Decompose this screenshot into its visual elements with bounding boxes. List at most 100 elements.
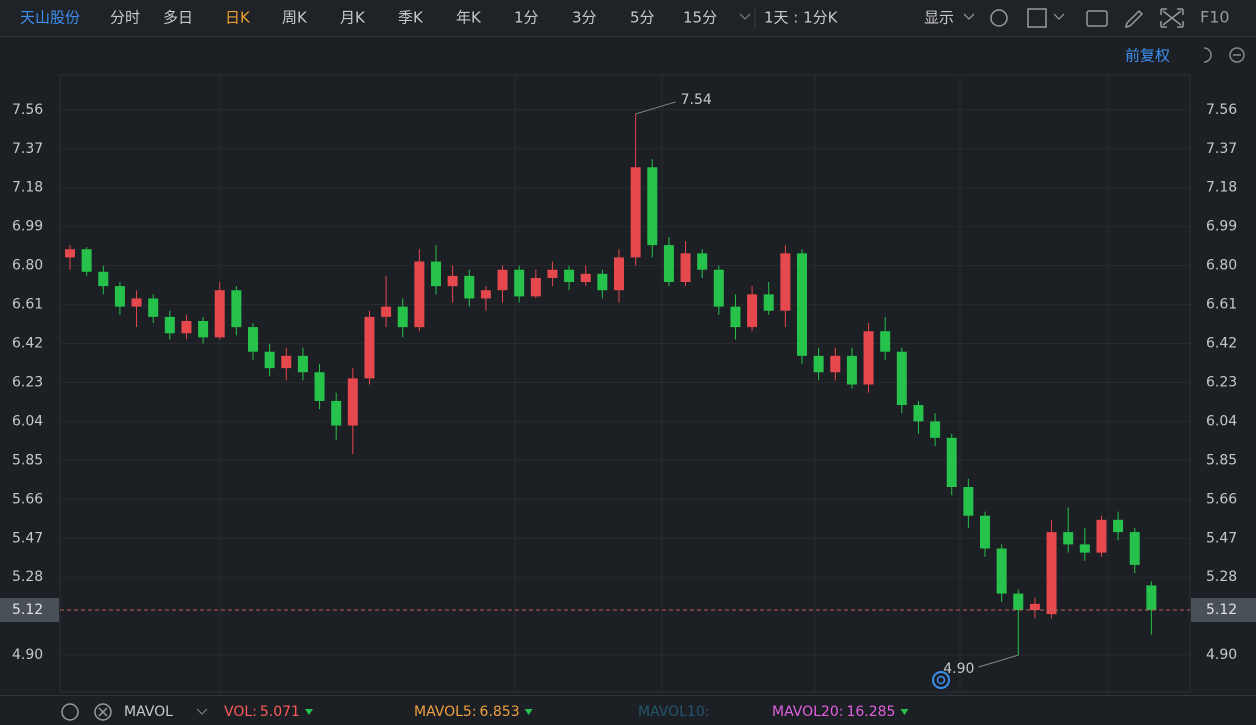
locate-icon[interactable] [932,671,950,689]
candle-body [414,261,425,328]
period-tab[interactable]: 季K [398,9,424,27]
candle-body [880,331,891,352]
y2-tick-label: 6.99 [1206,219,1237,235]
candle-body [1113,519,1124,533]
time-grid [219,75,1109,692]
y2-tick-label: 7.56 [1206,102,1237,118]
checkbox-icon[interactable] [1027,8,1047,28]
y2-tick-label: 7.37 [1206,141,1237,157]
candle-body [797,253,807,356]
chevron[interactable] [963,13,975,20]
y-tick-label: 5.66 [12,491,43,507]
candle-body [397,306,408,328]
candle-body [813,355,824,373]
current-price-tag [1191,598,1256,623]
candle-body [1079,544,1090,553]
period-tab[interactable]: 周K [282,9,308,27]
indicator-label: MAVOL10: [638,704,709,720]
camera-icon[interactable] [1086,10,1108,27]
current-price-label: 5.12 [1206,602,1237,618]
y-tick-label: 4.90 [12,647,43,663]
pen-icon[interactable] [1124,9,1144,29]
max-annotation: 7.54 [681,92,712,108]
f10-button[interactable]: F10 [1200,8,1230,27]
candle-body [1013,593,1024,611]
candle-body [963,487,974,516]
period-tab[interactable]: 多日 [163,9,193,27]
trend-arrow [304,709,313,715]
candle-body [946,437,957,488]
indicator-settings-icon[interactable] [61,703,79,721]
annotation-leader [978,654,1019,668]
display-menu[interactable]: 显示 [924,9,954,27]
y2-tick-label: 6.80 [1206,258,1237,274]
period-tab[interactable]: 15分 [683,9,717,27]
candle-body [331,400,342,426]
y2-tick-label: 5.28 [1206,569,1237,585]
indicator-name: MAVOL20: [772,704,843,720]
stock-name[interactable]: 天山股份 [20,9,80,27]
plot-frame [59,74,1191,693]
period-tab[interactable]: 日K [225,9,251,27]
candle-body [564,269,575,283]
candle-body [114,286,125,307]
y2-tick-label: 7.18 [1206,180,1237,196]
candle-body [614,257,624,291]
current-price-tag [0,598,59,623]
period-tab[interactable]: 3分 [572,9,597,27]
candle-body [980,515,990,549]
fullscreen-icon[interactable] [1160,8,1184,28]
indicator-value: 6.853 [480,704,520,720]
chevron[interactable] [196,708,208,715]
trend-arrow [900,709,909,715]
y-tick-label: 6.23 [12,374,43,390]
candle-body [846,355,857,385]
indicator-close-icon[interactable] [98,707,108,717]
indicator-name[interactable]: MAVOL [124,704,173,720]
candle-body [996,548,1007,594]
locate-icon[interactable] [936,675,946,685]
y-tick-label: 6.99 [12,219,43,235]
reset-icon[interactable] [1203,47,1212,63]
candle-body [730,306,741,328]
y-tick-label: 6.04 [12,413,43,429]
y-tick-label: 6.42 [12,336,43,352]
zoom-out-icon[interactable] [1229,47,1245,63]
chevron[interactable] [1053,13,1065,20]
adjust-mode[interactable]: 前复权 [1125,47,1170,65]
period-tab[interactable]: 年K [456,9,482,27]
candle-body [231,290,242,328]
candle-body [913,405,924,422]
period-tab[interactable]: 分时 [110,9,140,27]
candle-body [896,351,907,406]
y-tick-label: 5.85 [12,452,43,468]
chevron[interactable] [739,13,751,20]
y-tick-label: 6.80 [12,258,43,274]
candle-body [65,249,75,258]
candle-body [580,273,591,283]
candle-body [464,275,475,299]
y2-tick-label: 5.47 [1206,530,1237,546]
candle-body [198,320,209,338]
indicator-close-icon[interactable] [94,703,112,721]
indicator-value: 16.285 [846,704,895,720]
y2-tick-label: 6.04 [1206,413,1237,429]
candle-body [314,372,325,401]
y-tick-label: 5.28 [12,569,43,585]
y2-tick-label: 5.66 [1206,491,1237,507]
period-tab[interactable]: 1分 [514,9,539,27]
settings-icon[interactable] [990,9,1008,27]
candle-body [148,298,159,317]
period-tab[interactable]: 5分 [630,9,655,27]
period-tab[interactable]: 月K [340,9,366,27]
candle-body [647,167,658,246]
period-select[interactable]: 1天 : 1分K [764,9,839,27]
candle-body [181,320,192,334]
candle-body [497,269,508,291]
candle-body [347,378,358,426]
y-tick-label: 7.56 [12,102,43,118]
candle-body [680,253,691,283]
indicator-label: MAVOL20: 16.285 [772,704,895,720]
candle-body [281,355,292,369]
